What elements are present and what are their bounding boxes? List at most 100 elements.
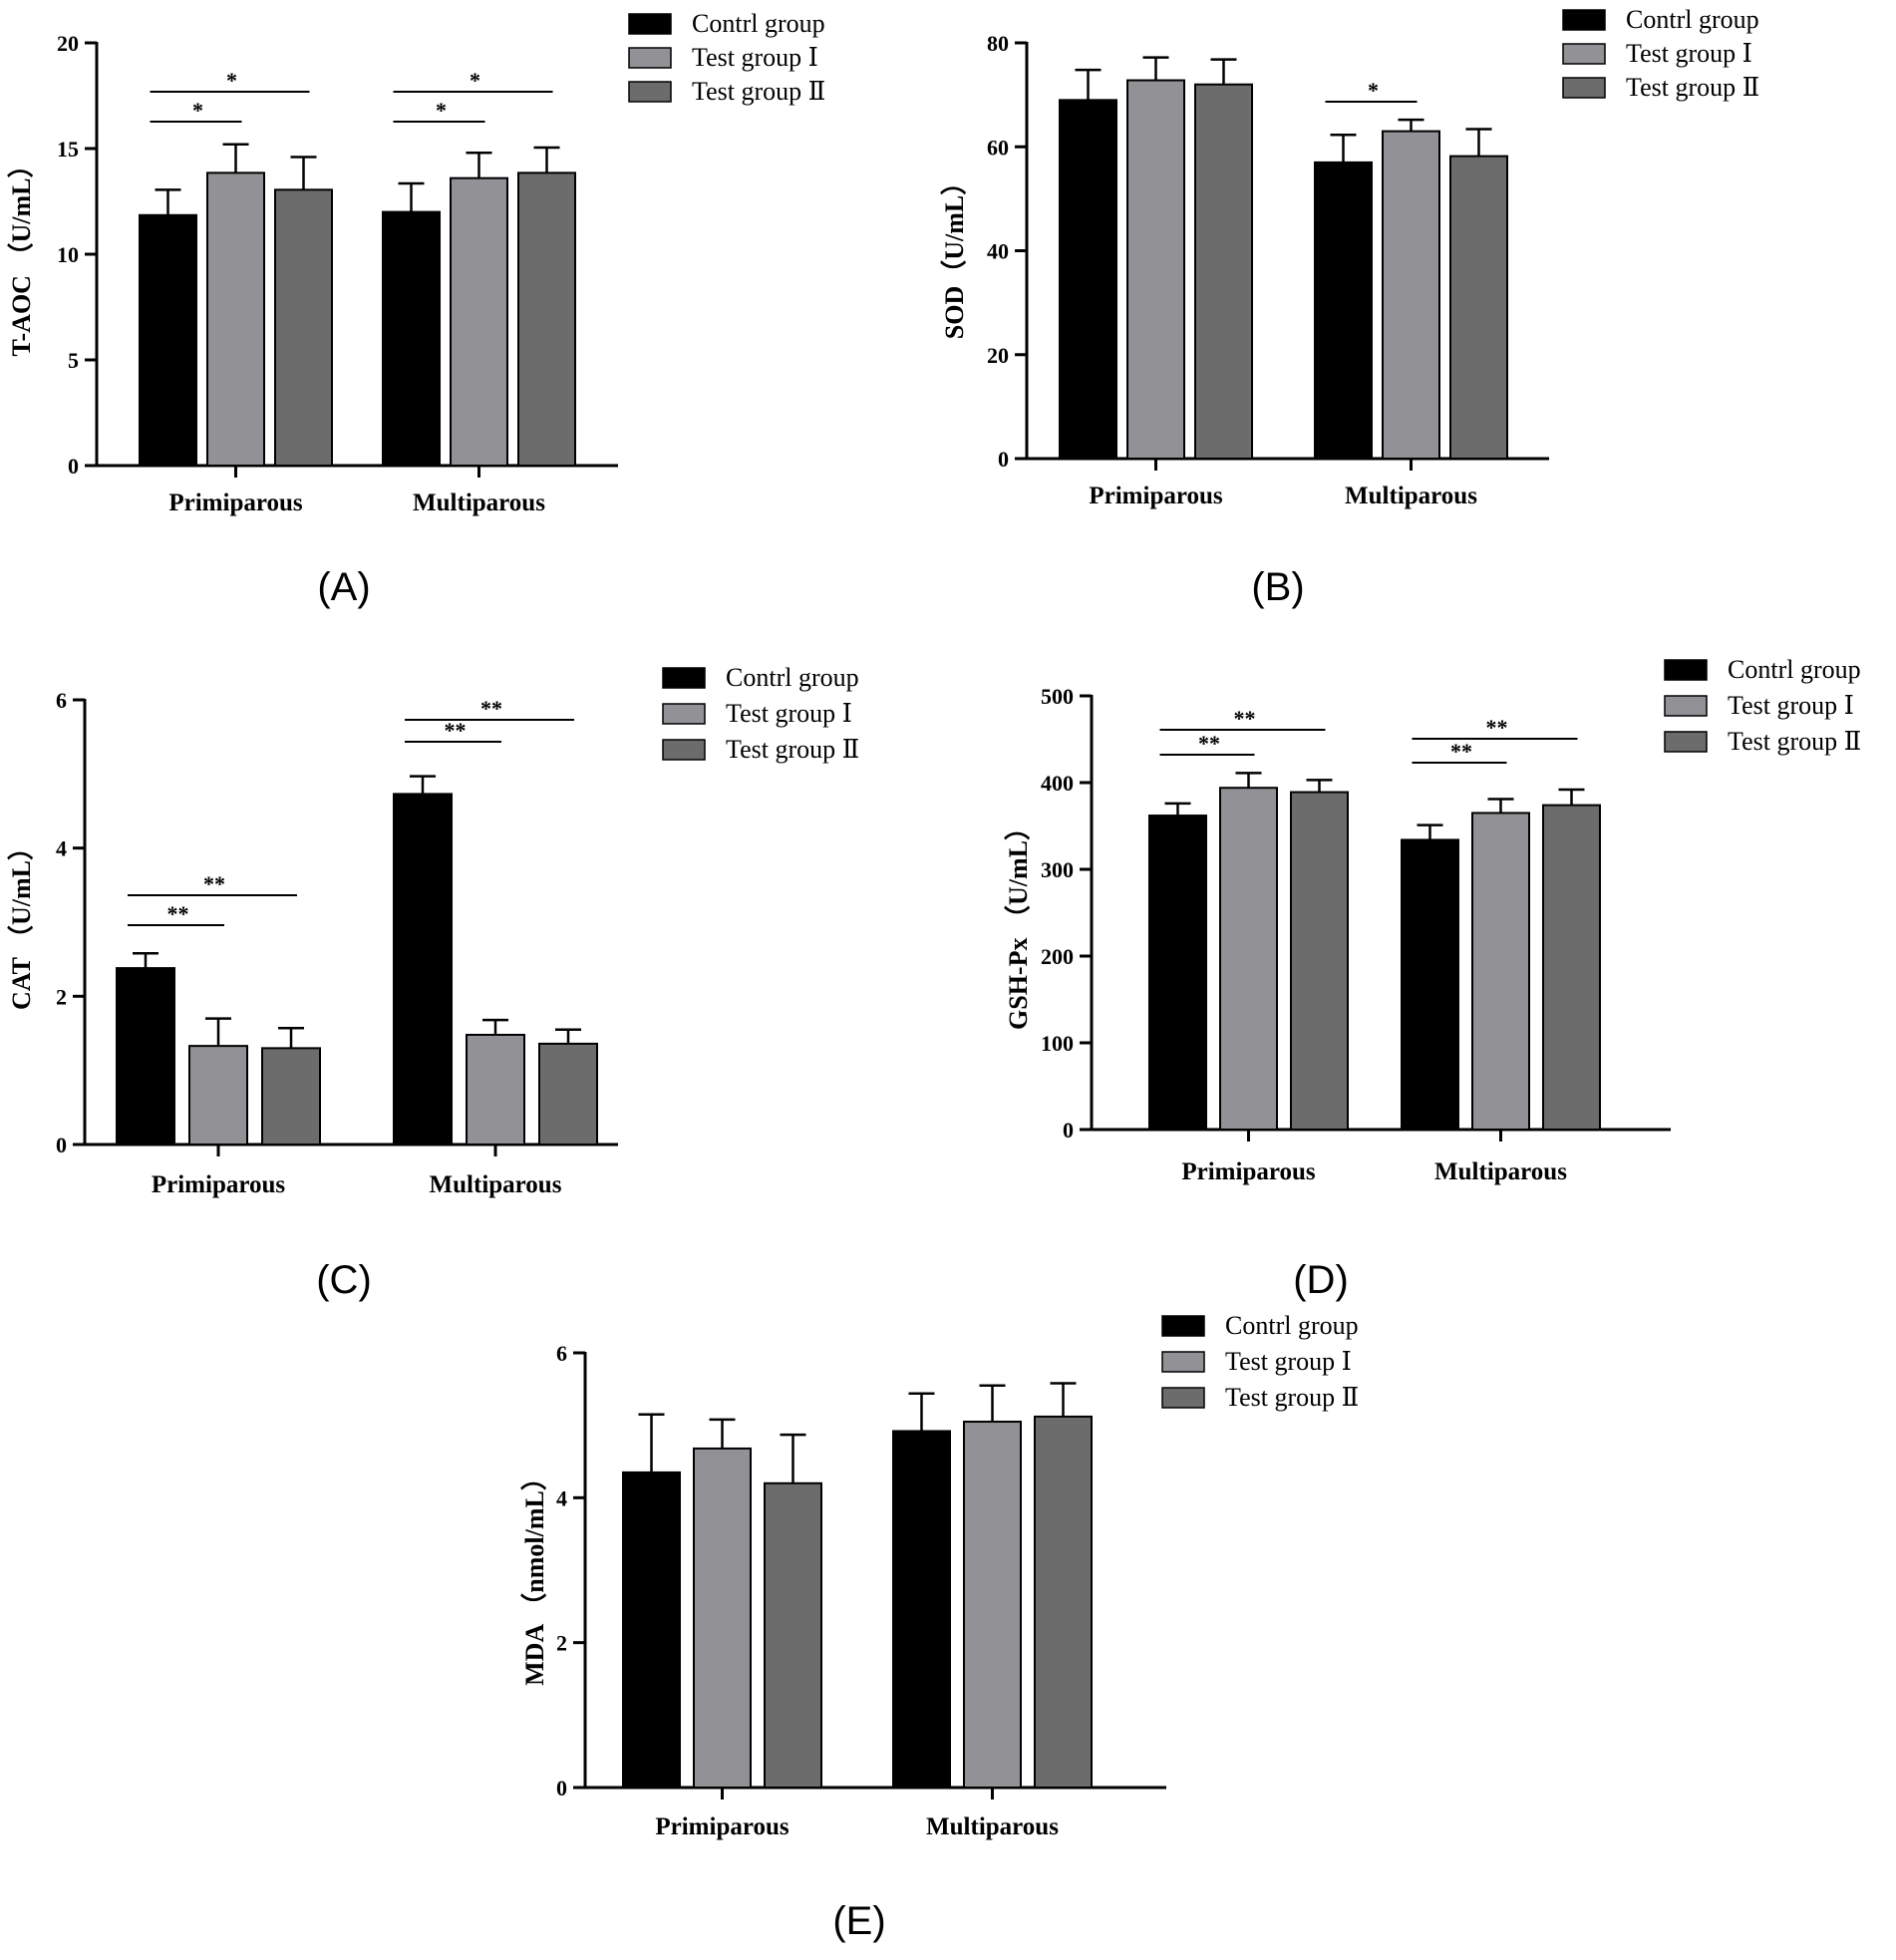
y-tick-label: 0 <box>998 447 1009 472</box>
legend-label: Contrl group <box>1626 5 1759 34</box>
significance-label: * <box>192 98 203 123</box>
bar-1-primiparous <box>1148 815 1207 1131</box>
legend-label: Contrl group <box>726 663 859 692</box>
y-tick-label: 300 <box>1041 857 1074 882</box>
legend-label: Contrl group <box>1728 655 1861 684</box>
panel-label: (C) <box>316 1258 372 1302</box>
bar-1-primiparous <box>622 1470 681 1790</box>
significance-label: ** <box>1234 706 1256 731</box>
legend-swatch <box>1562 43 1606 65</box>
bar-1-multiparous <box>892 1430 951 1789</box>
legend-swatch <box>628 13 672 35</box>
bar-2-multiparous <box>963 1421 1022 1789</box>
significance-label: * <box>470 68 480 93</box>
legend-swatch <box>1161 1315 1205 1337</box>
y-tick-label: 20 <box>987 343 1009 368</box>
legend-swatch <box>1161 1351 1205 1373</box>
legend-swatch <box>1562 77 1606 99</box>
bar-3-multiparous <box>1034 1415 1093 1789</box>
panel-label: (E) <box>832 1899 885 1943</box>
bar-2-primiparous <box>206 171 265 467</box>
y-tick-label: 100 <box>1041 1031 1074 1056</box>
y-tick-label: 4 <box>56 836 67 861</box>
legend-swatch <box>628 47 672 69</box>
y-axis-label: CAT （U/mL） <box>7 834 36 1010</box>
y-tick-label: 500 <box>1041 684 1074 709</box>
bar-3-multiparous <box>1542 804 1601 1131</box>
legend-label: Contrl group <box>1225 1311 1359 1340</box>
x-category-label: Multiparous <box>1345 483 1477 509</box>
bar-2-multiparous <box>1382 130 1440 461</box>
x-category-label: Multiparous <box>1434 1158 1567 1185</box>
bar-1-primiparous <box>116 967 175 1145</box>
legend-swatch <box>1562 9 1606 31</box>
legend-label: Test group Ⅱ <box>1225 1383 1359 1412</box>
chart-c: 0 2 4 6 CAT （U/mL） Primiparous Multiparous ** **… <box>7 663 859 1302</box>
chart-a: 0 5 10 15 20 T-AOC （U/mL） Primiparous Multiparo… <box>7 9 825 609</box>
bar-3-multiparous <box>1449 155 1508 460</box>
significance-label: * <box>436 98 447 123</box>
bar-2-multiparous <box>450 176 508 467</box>
significance-label: ** <box>203 871 225 896</box>
x-category-label: Multiparous <box>430 1171 562 1198</box>
legend-swatch <box>1664 695 1708 717</box>
panel-label: (A) <box>317 565 370 609</box>
y-tick-label: 0 <box>1063 1118 1074 1143</box>
y-axis-label: MDA （nmol/mL） <box>520 1465 549 1686</box>
bar-3-primiparous <box>261 1047 321 1146</box>
bar-2-multiparous <box>466 1033 525 1146</box>
significance-label: ** <box>445 718 467 743</box>
y-tick-label: 10 <box>57 242 79 267</box>
legend-swatch <box>1161 1387 1205 1409</box>
bar-1-multiparous <box>382 210 441 467</box>
significance-label: ** <box>1450 739 1472 764</box>
x-category-label: Primiparous <box>168 490 303 516</box>
x-category-label: Primiparous <box>152 1171 286 1198</box>
y-tick-label: 200 <box>1041 944 1074 969</box>
bar-2-primiparous <box>188 1045 248 1146</box>
bar-3-primiparous <box>1290 791 1349 1131</box>
bar-3-multiparous <box>538 1042 598 1145</box>
bar-3-primiparous <box>274 188 333 467</box>
y-tick-label: 60 <box>987 135 1009 160</box>
significance-label: ** <box>480 696 502 721</box>
chart-b: 0 20 40 60 80 SOD（U/mL） Primiparous Multiparous… <box>940 5 1759 609</box>
bar-2-primiparous <box>1126 79 1185 460</box>
y-axis-label: SOD（U/mL） <box>940 169 969 339</box>
y-tick-label: 4 <box>556 1485 567 1510</box>
legend-label: Test group Ⅱ <box>1626 73 1759 102</box>
bar-1-multiparous <box>1314 161 1373 460</box>
x-category-label: Primiparous <box>1181 1158 1316 1185</box>
y-tick-label: 80 <box>987 31 1009 56</box>
bar-1-multiparous <box>393 793 453 1145</box>
legend-label: Test group Ⅱ <box>726 735 859 764</box>
y-tick-label: 0 <box>556 1776 567 1800</box>
significance-label: ** <box>167 901 189 926</box>
y-tick-label: 2 <box>556 1631 567 1656</box>
x-category-label: Primiparous <box>655 1813 790 1840</box>
y-tick-label: 20 <box>57 31 79 56</box>
y-tick-label: 400 <box>1041 771 1074 796</box>
y-tick-label: 40 <box>987 239 1009 264</box>
legend-swatch <box>662 667 706 689</box>
legend-label: Test group Ⅰ <box>1728 691 1854 720</box>
legend-label: Contrl group <box>692 9 825 38</box>
bar-3-primiparous <box>1194 83 1253 460</box>
bar-2-primiparous <box>1219 787 1278 1131</box>
bar-3-multiparous <box>517 171 576 467</box>
x-category-label: Multiparous <box>413 490 545 516</box>
panel-label: (D) <box>1293 1258 1349 1302</box>
bar-1-primiparous <box>139 213 197 467</box>
significance-label: ** <box>1486 715 1508 740</box>
legend-label: Test group Ⅱ <box>692 77 825 106</box>
legend-swatch <box>1664 731 1708 753</box>
panel-label: (B) <box>1251 565 1304 609</box>
legend-swatch <box>662 739 706 761</box>
legend-swatch <box>1664 659 1708 681</box>
bar-3-primiparous <box>764 1481 822 1790</box>
legend-label: Test group Ⅱ <box>1728 727 1861 756</box>
legend-label: Test group Ⅰ <box>1225 1347 1352 1376</box>
y-tick-label: 5 <box>68 348 79 373</box>
chart-e: 0 2 4 6 MDA （nmol/mL） Primiparous Multiparous C… <box>520 1311 1359 1943</box>
